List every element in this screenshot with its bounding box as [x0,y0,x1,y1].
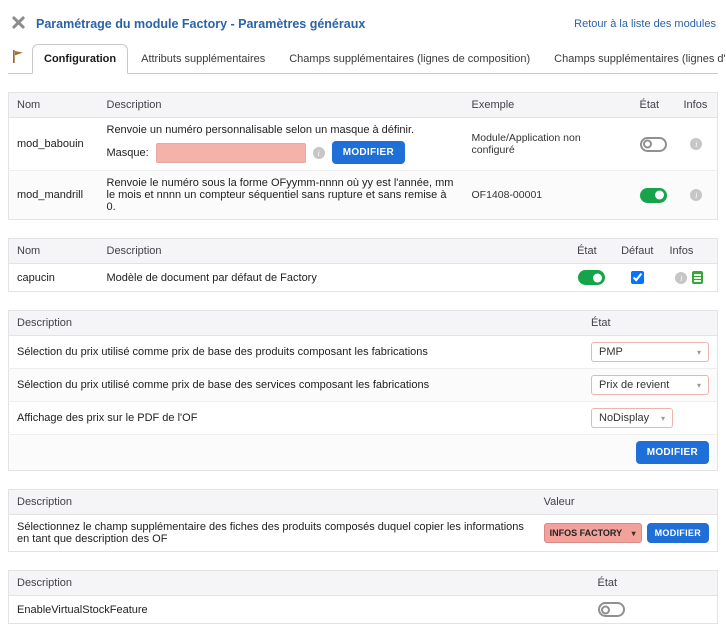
back-to-modules-link[interactable]: Retour à la liste des modules [574,18,716,30]
col-header-nom: Nom [8,92,99,118]
state-toggle[interactable] [640,187,667,203]
modify-mask-button[interactable]: MODIFIER [331,141,405,164]
toggle-knob [592,273,602,282]
tab-extrafields-composition-lines[interactable]: Champs supplémentaires (lignes de compos… [289,53,531,65]
select-value: INFOS FACTORY [549,528,623,538]
col-header-description: Description [98,238,570,264]
table-row: Sélectionnez le champ supplémentaire des… [9,515,718,552]
factory-module-icon [12,50,24,66]
toggle-knob [655,190,664,200]
toggle-knob [600,605,610,614]
table-header-row: Description État [8,310,718,336]
price-options-table: Description État Sélection du prix utili… [8,310,718,471]
tools-icon [10,14,27,34]
service-base-price-select[interactable]: Prix de revient [591,375,709,395]
table-row: capucin Modèle de document par défaut de… [9,264,718,292]
extrafield-description: Sélectionnez le champ supplémentaire des… [17,521,524,545]
col-header-description: Description [8,310,583,336]
col-header-etat: État [569,238,614,264]
module-name: mod_mandrill [8,170,99,220]
info-icon[interactable] [312,146,325,159]
table-row: mod_mandrill Renvoie le numéro sous la f… [8,170,718,220]
extrafield-select[interactable]: INFOS FACTORY [543,523,642,543]
table-row: Sélection du prix utilisé comme prix de … [8,335,718,369]
table-row: Affichage des prix sur le PDF de l'OF No… [8,401,718,435]
table-header-row: Description État [8,570,718,596]
table-row: mod_babouin Renvoie un numéro personnali… [8,117,718,171]
state-toggle[interactable] [597,602,625,617]
col-header-etat: État [589,570,718,596]
generate-doc-icon[interactable] [692,271,704,284]
col-header-description: Description [8,489,536,515]
mask-label: Masque: [106,146,149,159]
table-row: Sélection du prix utilisé comme prix de … [8,368,718,402]
tab-extra-attributes[interactable]: Attributs supplémentaires [141,53,266,65]
col-header-exemple: Exemple [463,92,632,118]
default-checkbox[interactable] [630,271,644,284]
table-header-row: Description Valeur [8,489,718,515]
col-header-infos: Infos [661,238,718,264]
table-row: EnableVirtualStockFeature [9,596,718,624]
table-header-row: Nom Description Exemple État Infos [8,92,718,118]
features-table: Description État EnableVirtualStockFeatu… [8,570,718,624]
mask-input[interactable] [155,142,306,163]
extrafield-table: Description Valeur Sélectionnez le champ… [8,489,718,552]
page-header: Paramétrage du module Factory - Paramètr… [8,10,718,44]
option-description: Affichage des prix sur le PDF de l'OF [8,401,583,435]
product-base-price-select[interactable]: PMP [591,342,709,362]
module-example: Module/Application non configuré [463,117,632,171]
col-header-defaut: Défaut [613,238,662,264]
option-description: Sélection du prix utilisé comme prix de … [8,335,583,369]
numbering-table: Nom Description Exemple État Infos mod_b… [8,92,718,220]
module-name: mod_babouin [8,117,99,171]
col-header-nom: Nom [8,238,99,264]
model-description: Modèle de document par défaut de Factory [106,271,317,284]
col-header-etat: État [583,310,718,336]
pdf-price-display-select[interactable]: NoDisplay [591,408,673,428]
table-footer-row: MODIFIER [8,434,718,471]
info-icon[interactable] [675,271,688,284]
select-value: Prix de revient [599,379,670,391]
feature-name: EnableVirtualStockFeature [17,603,148,616]
col-header-etat: État [631,92,676,118]
tab-extrafields-of-lines[interactable]: Champs supplémentaires (lignes d'OF) [554,53,726,65]
model-name: capucin [17,271,55,284]
module-description: Renvoie un numéro personnalisable selon … [106,124,415,136]
toggle-knob [643,139,652,149]
modify-options-button[interactable]: MODIFIER [635,441,709,464]
tab-configuration[interactable]: Configuration [32,44,129,74]
info-icon[interactable] [690,138,703,151]
modify-extrafield-button[interactable]: MODIFIER [646,523,709,543]
col-header-description: Description [8,570,590,596]
col-header-description: Description [98,92,464,118]
select-value: NoDisplay [599,412,650,424]
tab-bar: Configuration Attributs supplémentaires … [8,44,726,74]
state-toggle[interactable] [640,136,667,152]
document-models-table: Nom Description État Défaut Infos capuci… [8,238,718,292]
state-toggle[interactable] [577,270,605,285]
select-value: PMP [599,346,623,358]
module-example: OF1408-00001 [463,170,632,220]
col-header-infos: Infos [675,92,718,118]
option-description: Sélection du prix utilisé comme prix de … [8,368,583,402]
col-header-valeur: Valeur [535,489,718,515]
table-header-row: Nom Description État Défaut Infos [8,238,718,264]
page-title: Paramétrage du module Factory - Paramètr… [36,17,366,31]
info-icon[interactable] [690,189,703,202]
module-description: Renvoie le numéro sous la forme OFyymm-n… [98,170,464,220]
